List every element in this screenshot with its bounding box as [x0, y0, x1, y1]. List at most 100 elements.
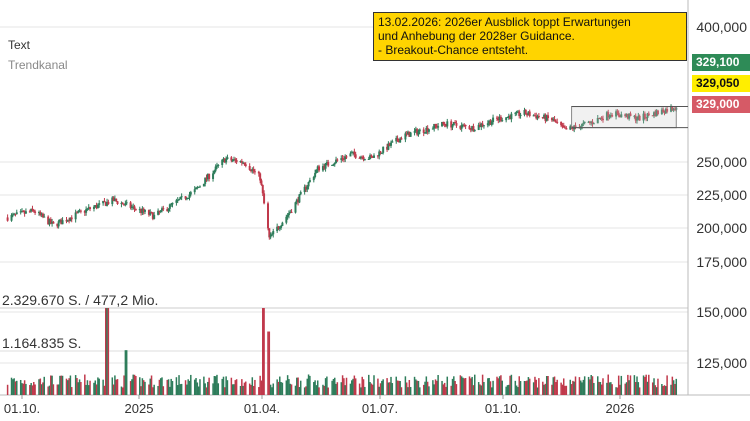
candle-body [138, 209, 141, 211]
candle-body [625, 114, 628, 117]
volume-bar [122, 387, 124, 395]
volume-bar [124, 350, 127, 395]
volume-bar [217, 383, 220, 395]
volume-bar [106, 308, 108, 395]
volume-bar [382, 379, 384, 395]
volume-bar [251, 377, 254, 395]
volume-bar [267, 331, 269, 395]
candle-body [536, 116, 539, 119]
candle-body [325, 162, 328, 164]
x-axis: 01.10. 2025 01.04. 01.07. 01.10. 2026 [4, 395, 634, 416]
candle-body [636, 119, 639, 121]
candle-body [371, 156, 374, 158]
candle-body [157, 210, 160, 215]
candle-body [633, 115, 636, 117]
volume-bar [532, 382, 535, 395]
y-tick-label: 200,000 [696, 220, 747, 236]
x-tick-label: 01.04. [244, 401, 280, 416]
volume-bar [318, 387, 320, 395]
volume-bar [19, 379, 22, 395]
candle-body [408, 131, 411, 137]
candle-body [642, 113, 645, 121]
volume-bar [369, 382, 371, 395]
candle-body [552, 119, 555, 121]
candle-body [222, 158, 225, 160]
candle-body [239, 161, 242, 163]
volume-bar [388, 382, 391, 395]
y-tick-label: 225,000 [696, 187, 747, 203]
volume-bar [14, 381, 17, 395]
volume-bar [178, 375, 180, 395]
volume-bar [296, 377, 298, 395]
volume-bar [107, 308, 110, 395]
candle-body [607, 112, 610, 118]
candle-body [150, 211, 153, 213]
candle-body [171, 202, 174, 205]
volume-bar [536, 387, 539, 395]
candle-body [232, 159, 235, 161]
candle-body [257, 171, 260, 174]
volume-bar [460, 376, 463, 395]
volume-bar [205, 387, 208, 395]
volume-bar [371, 384, 374, 395]
candle-body [213, 170, 216, 174]
candle-body [417, 131, 420, 135]
volume-bar [42, 382, 44, 395]
candle-body [307, 182, 310, 187]
candle-body [86, 208, 89, 210]
candle-body [637, 115, 640, 120]
volume-bar [390, 376, 392, 395]
candle-body [28, 211, 31, 213]
candle-body [225, 159, 228, 163]
volume-bar [158, 379, 161, 395]
candle-body [545, 115, 548, 121]
volume-bar [404, 376, 407, 395]
volume-bar [661, 384, 663, 395]
volume-bar [33, 381, 35, 395]
candle-body [244, 164, 247, 167]
volume-bar [343, 378, 345, 395]
volume-bar [633, 375, 636, 395]
candlestick-series [6, 104, 678, 240]
volume-bar [305, 386, 307, 395]
volume-bar [16, 380, 18, 395]
candle-body [40, 213, 43, 215]
news-annotation[interactable]: 13.02.2026: 2026er Ausblick toppt Erwart… [373, 12, 687, 61]
candle-body [175, 200, 178, 203]
candle-body [455, 122, 458, 126]
volume-bar [670, 384, 672, 395]
candle-body [626, 114, 629, 119]
candle-body [235, 160, 238, 163]
volume-bar [61, 375, 64, 395]
candle-body [134, 208, 137, 210]
volume-bar [230, 377, 233, 395]
volume-bar [281, 382, 284, 395]
volume-bar [582, 379, 585, 395]
volume-bar [298, 387, 301, 395]
candle-body [645, 117, 648, 119]
volume-bar [193, 379, 196, 395]
candle-body [58, 219, 61, 222]
volume-bar [479, 384, 481, 395]
candle-body [102, 200, 105, 204]
candle-body [581, 123, 584, 127]
candle-body [251, 169, 254, 172]
candle-body [308, 180, 311, 183]
candle-body [341, 158, 344, 160]
volume-bar [645, 374, 647, 395]
y-tick-label: 175,000 [696, 254, 747, 270]
volume-bar [551, 384, 553, 395]
candle-body [441, 121, 444, 127]
volume-bar [492, 380, 494, 395]
volume-bar [139, 377, 141, 395]
volume-bar [544, 383, 547, 395]
volume-bar [407, 387, 409, 395]
candle-body [400, 138, 403, 140]
volume-bar [207, 381, 209, 395]
volume-bar [611, 384, 613, 395]
candle-body [77, 211, 80, 213]
candle-body [471, 126, 474, 130]
candle-body [10, 214, 13, 221]
candle-body [629, 113, 632, 117]
candle-body [333, 163, 336, 165]
